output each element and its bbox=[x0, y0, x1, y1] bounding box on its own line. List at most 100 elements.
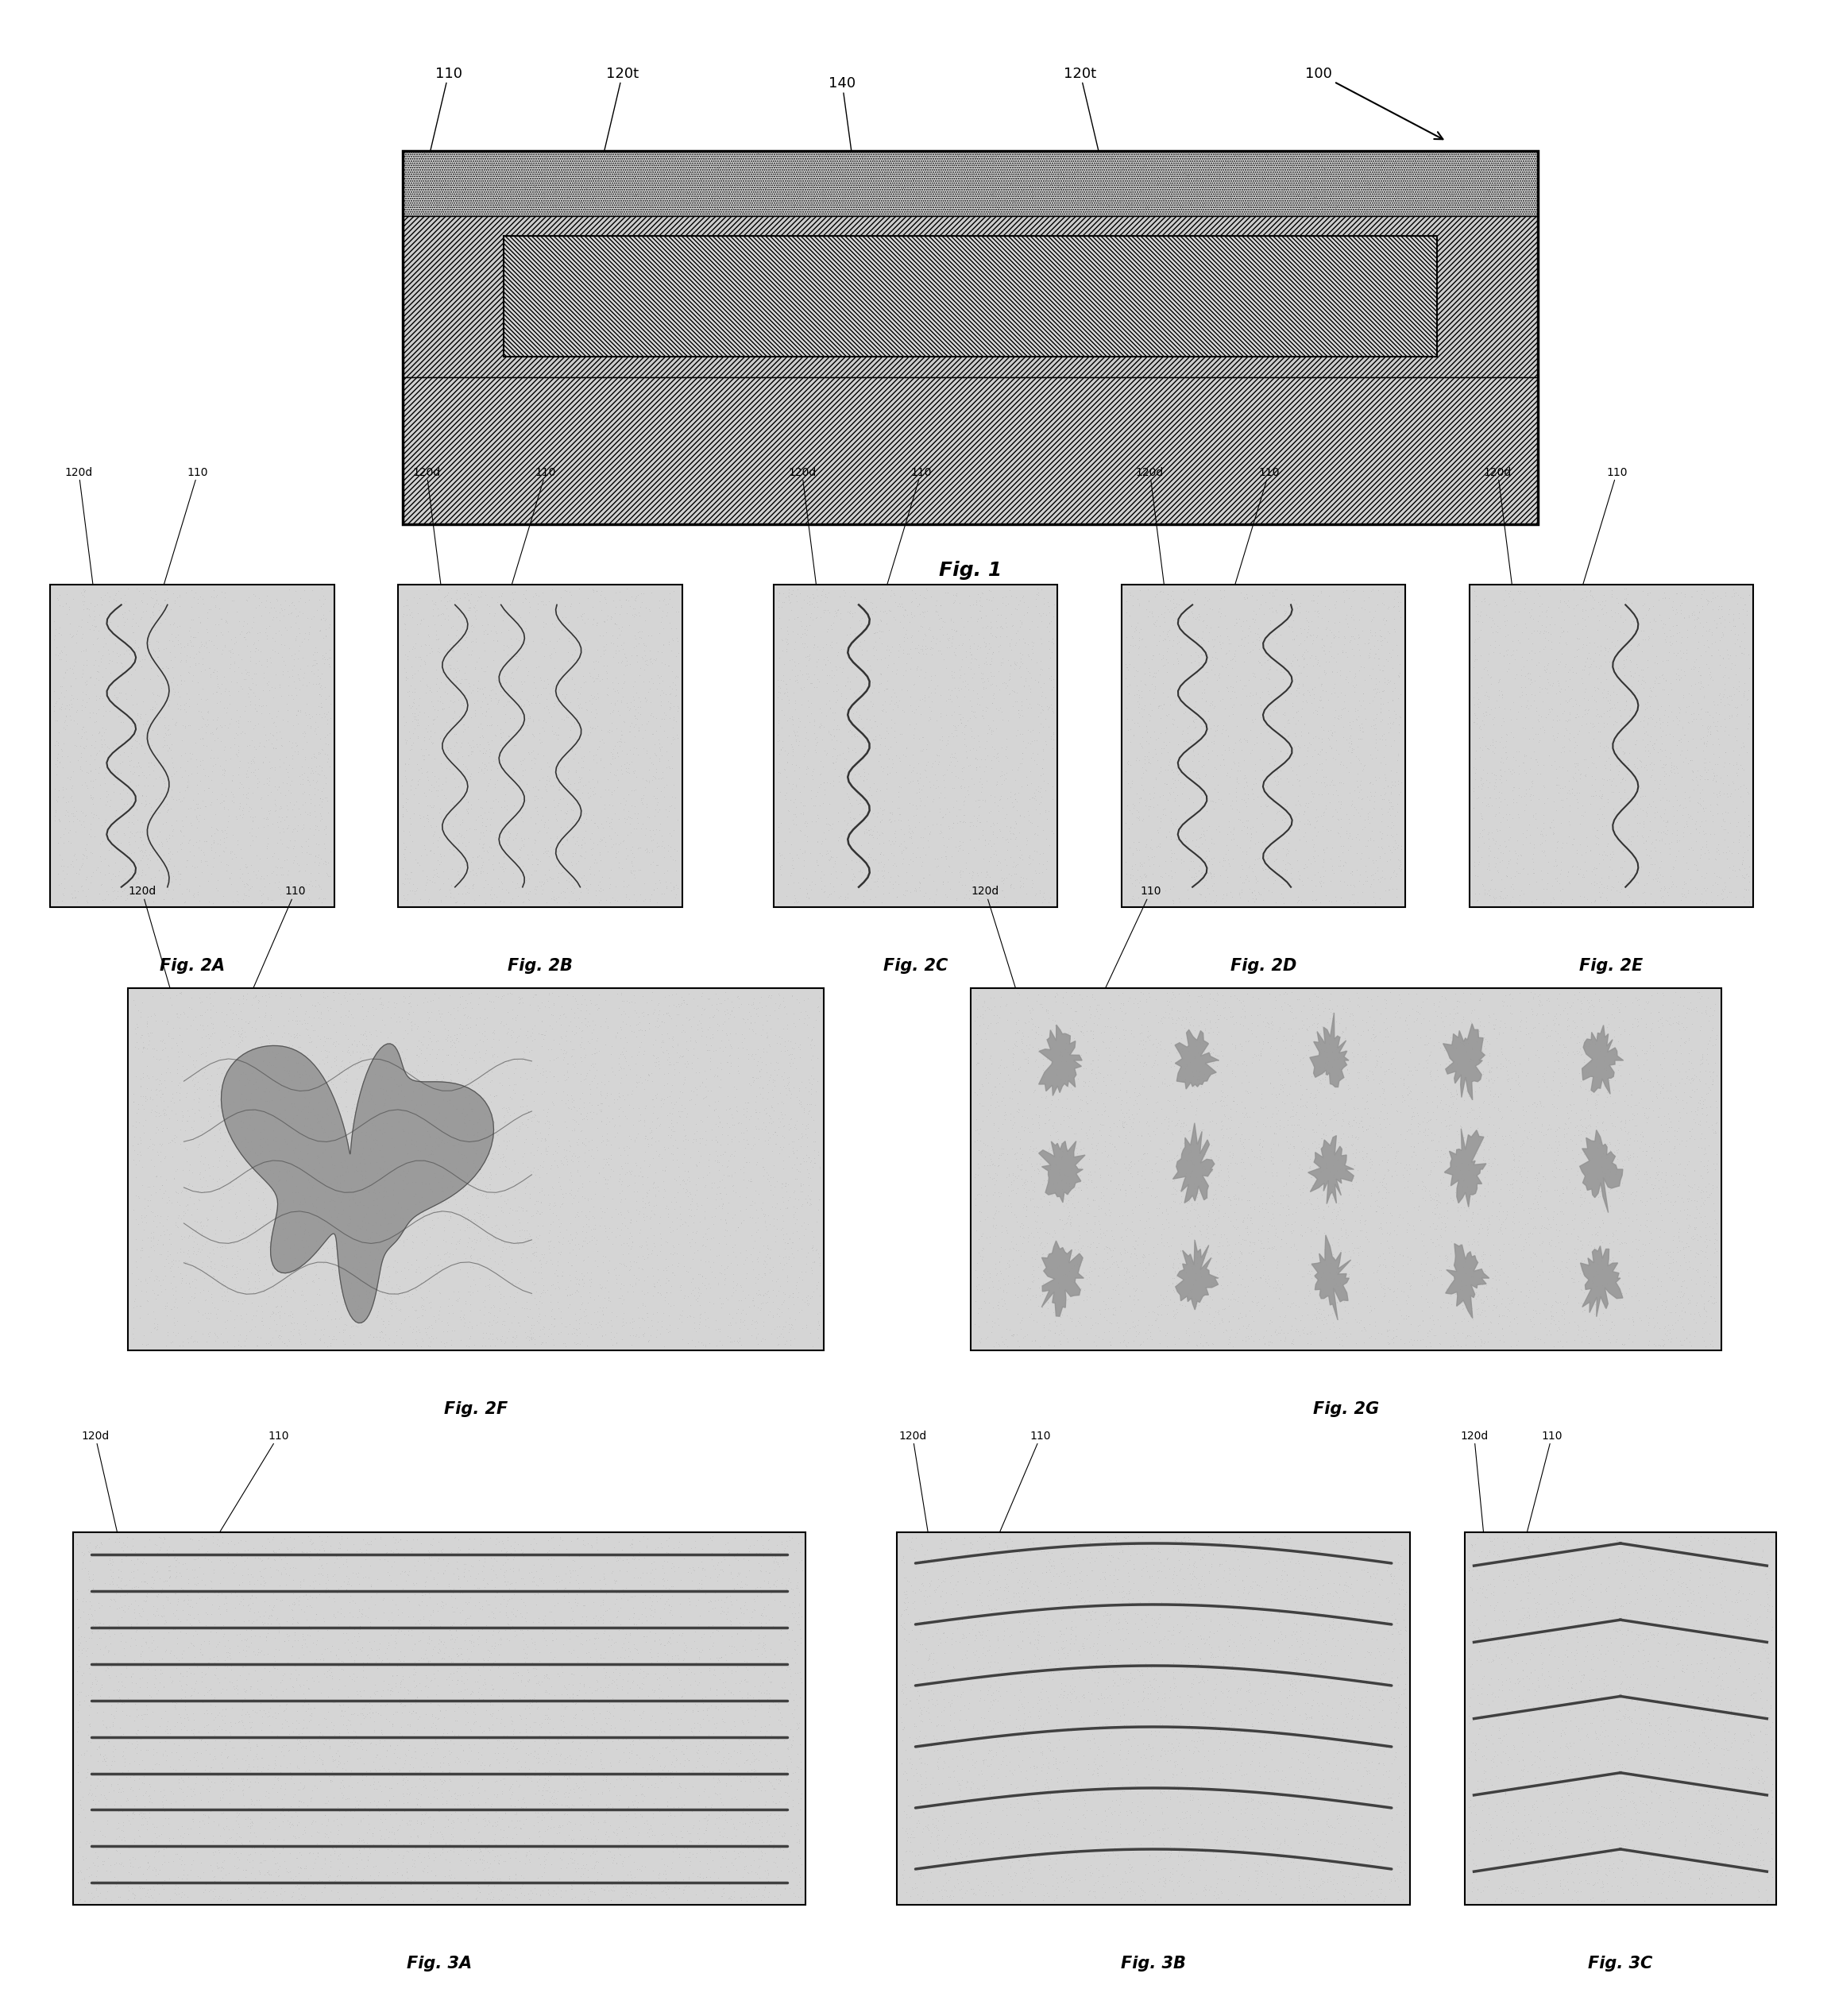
Point bbox=[980, 1121, 1009, 1153]
Point bbox=[304, 1107, 333, 1139]
Point bbox=[670, 1673, 699, 1706]
Point bbox=[630, 1579, 659, 1611]
Point bbox=[375, 1028, 405, 1060]
Point bbox=[591, 831, 621, 863]
Point bbox=[1674, 992, 1703, 1024]
Point bbox=[1503, 857, 1533, 889]
Point bbox=[1646, 734, 1675, 766]
Point bbox=[623, 187, 652, 220]
Point bbox=[643, 1296, 672, 1329]
Point bbox=[1119, 1583, 1148, 1615]
Point bbox=[1686, 1159, 1716, 1191]
Point bbox=[672, 1097, 701, 1129]
Point bbox=[641, 738, 670, 770]
Point bbox=[1511, 1115, 1540, 1147]
Point bbox=[952, 1806, 981, 1839]
Point bbox=[1410, 1103, 1439, 1135]
Point bbox=[1567, 595, 1597, 627]
Point bbox=[771, 782, 800, 814]
Point bbox=[1631, 734, 1661, 766]
Point bbox=[1582, 829, 1611, 861]
Point bbox=[1234, 873, 1263, 905]
Point bbox=[1274, 1151, 1304, 1183]
Point bbox=[1047, 1619, 1077, 1651]
Point bbox=[1104, 155, 1133, 187]
Point bbox=[837, 788, 866, 821]
Point bbox=[1728, 1633, 1758, 1665]
Point bbox=[1531, 1750, 1560, 1782]
Point bbox=[211, 581, 240, 613]
Point bbox=[494, 1125, 524, 1157]
Point bbox=[238, 776, 267, 808]
Point bbox=[1258, 1764, 1287, 1796]
Point bbox=[978, 730, 1007, 762]
Point bbox=[478, 1861, 507, 1893]
Point bbox=[1208, 1250, 1238, 1282]
Point bbox=[1567, 667, 1597, 700]
Point bbox=[1326, 1214, 1355, 1246]
Point bbox=[1719, 573, 1749, 605]
Point bbox=[1243, 1857, 1273, 1889]
Point bbox=[1373, 1153, 1403, 1185]
Point bbox=[637, 879, 666, 911]
Point bbox=[1066, 143, 1095, 175]
Point bbox=[233, 1298, 262, 1331]
Point bbox=[1067, 167, 1097, 200]
Point bbox=[1302, 1302, 1331, 1335]
Point bbox=[1093, 1520, 1122, 1552]
Point bbox=[796, 1282, 826, 1314]
Point bbox=[888, 843, 917, 875]
Point bbox=[1714, 780, 1743, 812]
Point bbox=[1386, 853, 1415, 885]
Point bbox=[249, 1034, 278, 1066]
Point bbox=[1273, 1290, 1302, 1322]
Point bbox=[1725, 1839, 1754, 1871]
Point bbox=[1174, 175, 1203, 208]
Point bbox=[1298, 679, 1327, 712]
Point bbox=[187, 629, 216, 661]
Point bbox=[833, 881, 862, 913]
Point bbox=[408, 1206, 438, 1238]
Point bbox=[372, 1643, 401, 1675]
Point bbox=[930, 841, 959, 873]
Point bbox=[1230, 621, 1260, 653]
Point bbox=[1672, 1774, 1701, 1806]
Point bbox=[1124, 796, 1154, 829]
Point bbox=[1157, 1760, 1186, 1792]
Point bbox=[1337, 1240, 1366, 1272]
Point bbox=[1234, 1665, 1263, 1697]
Point bbox=[1245, 1135, 1274, 1167]
Point bbox=[1080, 1327, 1110, 1359]
Point bbox=[1496, 1304, 1525, 1337]
Point bbox=[1042, 1752, 1071, 1784]
Point bbox=[692, 1181, 721, 1214]
Point bbox=[696, 1861, 725, 1893]
Point bbox=[1232, 1212, 1262, 1244]
Point bbox=[103, 683, 132, 716]
Point bbox=[1481, 1639, 1511, 1671]
Point bbox=[330, 1165, 359, 1198]
Point bbox=[1642, 1066, 1672, 1099]
Point bbox=[1097, 1613, 1126, 1645]
Point bbox=[251, 1875, 280, 1907]
Point bbox=[1143, 1200, 1172, 1232]
Point bbox=[388, 1226, 417, 1258]
Point bbox=[1152, 1331, 1181, 1363]
Point bbox=[1263, 1627, 1293, 1659]
Point bbox=[575, 1276, 604, 1308]
Point bbox=[1225, 1248, 1254, 1280]
Point bbox=[1093, 1597, 1122, 1629]
Point bbox=[1168, 1623, 1197, 1655]
Point bbox=[1141, 1139, 1170, 1171]
Point bbox=[126, 1574, 156, 1607]
Point bbox=[681, 1073, 710, 1105]
Point bbox=[286, 1030, 315, 1062]
Point bbox=[1190, 1740, 1219, 1772]
Point bbox=[265, 1064, 295, 1097]
Point bbox=[1584, 1163, 1613, 1195]
Point bbox=[1642, 1812, 1672, 1845]
Point bbox=[1135, 704, 1165, 736]
Point bbox=[359, 1320, 388, 1353]
Point bbox=[1694, 1748, 1723, 1780]
Point bbox=[291, 1579, 320, 1611]
